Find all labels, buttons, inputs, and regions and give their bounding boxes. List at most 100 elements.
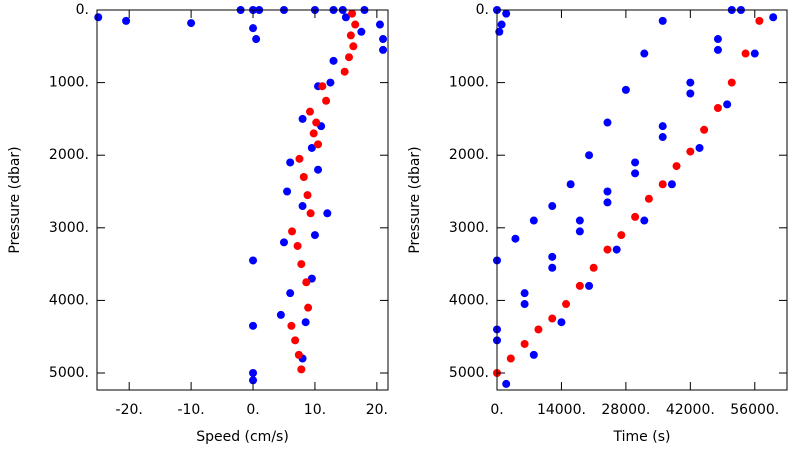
x-axis-label: Speed (cm/s) <box>196 429 289 445</box>
point <box>529 350 538 359</box>
point <box>351 20 360 29</box>
y-tick-label: 2000. <box>449 147 489 163</box>
y-tick-label: 1000. <box>49 75 89 91</box>
point <box>329 56 338 65</box>
x-tick-label: 14000. <box>537 402 586 418</box>
point <box>557 318 566 327</box>
point <box>686 78 695 87</box>
point <box>750 49 759 58</box>
x-tick-label: 56000. <box>730 402 779 418</box>
point <box>511 234 520 243</box>
point <box>318 82 327 91</box>
point <box>346 31 355 40</box>
point <box>299 172 308 181</box>
point <box>658 133 667 142</box>
point <box>286 289 295 298</box>
y-tick-label: 5000. <box>449 365 489 381</box>
point <box>713 35 722 44</box>
point <box>585 281 594 290</box>
point <box>631 158 640 167</box>
point <box>585 151 594 160</box>
x-tick-label: 0. <box>246 402 259 418</box>
point <box>340 67 349 76</box>
point <box>309 129 318 138</box>
point <box>603 245 612 254</box>
point <box>529 216 538 225</box>
point <box>755 16 764 25</box>
point <box>640 216 649 225</box>
point <box>310 231 319 240</box>
point <box>566 180 575 189</box>
point <box>631 212 640 221</box>
y-tick-label: 1000. <box>449 75 489 91</box>
point <box>506 354 515 363</box>
point <box>302 278 311 287</box>
point <box>326 78 335 87</box>
point <box>294 350 303 359</box>
point <box>667 180 676 189</box>
point <box>548 202 557 211</box>
y-axis-label: Pressure (dbar) <box>407 146 423 253</box>
x-tick-label: 0. <box>490 402 503 418</box>
point <box>621 85 630 94</box>
y-tick-label: 5000. <box>49 365 89 381</box>
point <box>520 289 529 298</box>
point <box>298 202 307 211</box>
point <box>304 303 313 312</box>
plot-points <box>493 6 778 388</box>
x-axis-label: Time (s) <box>613 429 671 445</box>
point <box>575 281 584 290</box>
point <box>305 107 314 116</box>
point <box>658 122 667 131</box>
x-tick-label: 42000. <box>666 402 715 418</box>
point <box>379 35 388 44</box>
point <box>589 263 598 272</box>
point <box>695 143 704 152</box>
point <box>631 169 640 178</box>
point <box>288 227 297 236</box>
x-tick-label: 28000. <box>601 402 650 418</box>
point <box>741 49 750 58</box>
point <box>341 13 350 22</box>
plot-frame <box>96 9 389 391</box>
point <box>249 321 258 330</box>
point <box>603 118 612 127</box>
point <box>303 191 312 200</box>
point <box>357 27 366 36</box>
y-axis-label: Pressure (dbar) <box>7 146 23 253</box>
point <box>534 325 543 334</box>
point <box>644 194 653 203</box>
point <box>548 314 557 323</box>
point <box>295 154 304 163</box>
point <box>769 13 778 22</box>
point <box>249 24 258 33</box>
x-tick-label: -20. <box>116 402 143 418</box>
x-tick-label: -10. <box>177 402 204 418</box>
point <box>322 96 331 105</box>
point <box>298 114 307 123</box>
point <box>497 20 506 29</box>
point <box>713 45 722 54</box>
point <box>249 376 258 385</box>
point <box>520 300 529 309</box>
point <box>575 227 584 236</box>
point <box>307 143 316 152</box>
point <box>658 16 667 25</box>
point <box>562 300 571 309</box>
point <box>502 9 511 18</box>
plot-points <box>94 6 388 385</box>
point <box>713 104 722 113</box>
point <box>686 89 695 98</box>
point <box>249 256 258 265</box>
point <box>187 19 196 28</box>
plot-frame <box>496 9 788 391</box>
point <box>286 158 295 167</box>
point <box>297 260 306 269</box>
point <box>249 369 258 378</box>
point <box>672 162 681 171</box>
point <box>349 42 358 51</box>
point <box>312 118 321 127</box>
point <box>640 49 649 58</box>
point <box>306 209 315 218</box>
point <box>94 13 103 22</box>
